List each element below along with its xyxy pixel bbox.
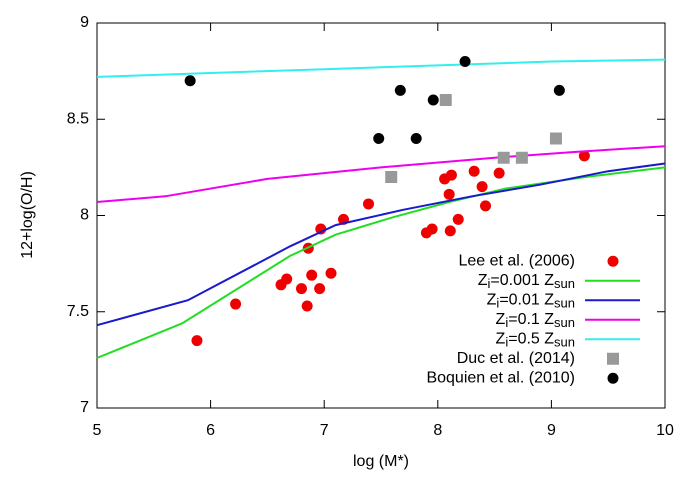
legend-label-part: i [496,296,499,311]
data-point [295,283,307,295]
legend-label: Zi=0.5 Zsun [496,330,575,349]
model-line [96,145,666,203]
data-point [497,151,510,164]
data-point [493,167,505,179]
legend-label-part: Z [496,330,506,347]
legend-label-part: =0.001 [490,272,544,289]
data-point [410,133,422,144]
y-tick-label: 9 [80,14,89,31]
legend-label-part: Z [496,311,506,328]
y-tick-label: 8.5 [67,110,89,127]
data-point [314,283,326,295]
data-point [230,298,242,310]
model-line [96,162,666,327]
y-axis-label: 12+log(O/H) [19,171,36,259]
data-point [325,267,337,279]
data-point [184,75,196,87]
legend-label-part: sun [554,296,575,311]
data-point [443,188,455,200]
legend-label-part: i [505,335,508,350]
data-point [373,133,385,144]
legend-swatch [607,255,619,267]
data-point [459,56,471,67]
legend-label-part: Z [544,311,554,328]
data-point [515,151,528,164]
legend-label-part: i [488,276,491,291]
data-point [480,200,492,212]
x-tick-label: 9 [547,422,556,439]
legend-label: Boquien et al. (2010) [426,369,575,386]
legend-label-part: sun [554,315,575,330]
data-point [281,273,293,285]
legend-label-part: Z [544,330,554,347]
legend-swatch [607,372,619,384]
data-point [578,150,590,162]
x-tick-label: 10 [656,422,674,439]
x-axis-label: log (M*) [353,453,409,470]
data-point [427,94,439,106]
model-line [96,166,666,359]
x-tick-label: 5 [93,422,102,439]
legend-label-part: Z [544,272,554,289]
data-point [452,213,464,225]
legend-label: Zi=0.1 Zsun [496,311,575,330]
legend-label-part: sun [554,335,575,350]
x-tick-label: 7 [320,422,329,439]
legend-label: Duc et al. (2014) [457,350,575,367]
legend-label-part: i [505,315,508,330]
x-tick-label: 8 [433,422,442,439]
data-point [444,225,456,237]
legend-label: Lee et al. (2006) [458,252,575,269]
data-point [394,84,406,96]
legend-swatch [607,352,619,365]
data-point [306,269,318,281]
data-point [468,165,480,177]
data-point [476,181,488,193]
data-point [426,223,438,235]
legend-label-part: sun [554,276,575,291]
x-tick-label: 6 [206,422,215,439]
legend-label: Zi=0.001 Zsun [478,272,575,291]
data-point [301,300,313,312]
data-point [445,169,457,181]
legend-label-part: =0.01 [499,291,544,308]
data-point [553,84,565,96]
legend-label: Zi=0.01 Zsun [487,291,575,310]
y-tick-label: 8 [80,207,89,224]
data-point [439,94,452,106]
legend-label-part: =0.1 [508,311,544,328]
legend-label-part: Z [478,272,488,289]
data-point [191,335,203,347]
legend-label-part: Z [487,291,497,308]
data-point [363,198,375,210]
y-tick-label: 7 [80,399,89,416]
data-point [385,171,398,183]
model-line [96,58,666,78]
legend-label-part: Z [544,291,554,308]
y-tick-label: 7.5 [67,303,89,320]
data-point [549,132,562,145]
legend-label-part: =0.5 [508,330,544,347]
